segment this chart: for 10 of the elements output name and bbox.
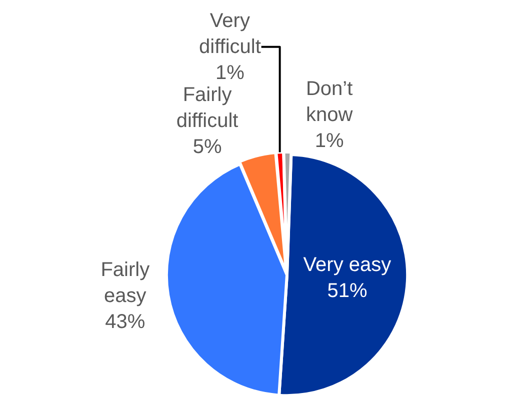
data-label: 43%: [105, 311, 146, 334]
slice-label: Fairly easy: [100, 259, 150, 308]
data-label: 51%: [327, 280, 368, 302]
data-label: 1%: [314, 130, 344, 152]
data-label: 1%: [215, 62, 245, 84]
slice-label: Don’t know: [306, 78, 354, 126]
slice-label: Very easy: [303, 254, 392, 276]
slice-label: Fairly difficult: [176, 84, 239, 132]
slice-label: Very difficult: [198, 10, 262, 58]
data-label: 5%: [192, 136, 222, 158]
